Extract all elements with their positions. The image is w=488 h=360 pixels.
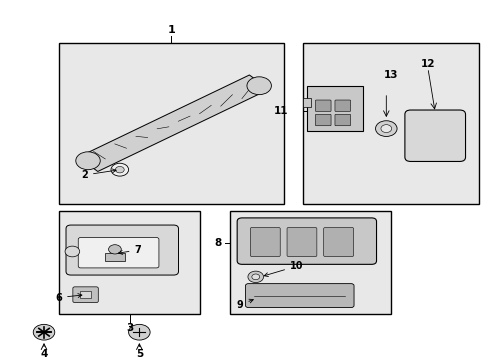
FancyBboxPatch shape	[306, 86, 363, 131]
FancyBboxPatch shape	[286, 228, 316, 256]
Bar	[59, 211, 200, 314]
Text: 4: 4	[40, 349, 48, 359]
Text: 1: 1	[167, 25, 175, 35]
Text: 6: 6	[55, 293, 81, 302]
Circle shape	[247, 271, 263, 283]
FancyBboxPatch shape	[315, 114, 330, 126]
FancyBboxPatch shape	[404, 110, 465, 162]
Circle shape	[251, 274, 259, 280]
Text: 9: 9	[236, 299, 253, 310]
FancyBboxPatch shape	[66, 225, 178, 275]
Text: 5: 5	[136, 349, 142, 359]
FancyBboxPatch shape	[323, 228, 353, 256]
Circle shape	[65, 246, 80, 257]
FancyBboxPatch shape	[237, 218, 376, 264]
Circle shape	[246, 77, 271, 95]
Text: 13: 13	[383, 70, 398, 80]
Bar	[229, 211, 390, 314]
Text: 12: 12	[420, 59, 434, 69]
Text: 2: 2	[81, 169, 116, 180]
Circle shape	[76, 152, 100, 170]
Circle shape	[111, 163, 128, 176]
FancyBboxPatch shape	[245, 284, 353, 307]
Bar	[80, 291, 91, 298]
Circle shape	[128, 324, 150, 340]
Bar	[303, 98, 310, 107]
FancyBboxPatch shape	[334, 114, 350, 126]
FancyBboxPatch shape	[315, 100, 330, 112]
Circle shape	[375, 121, 396, 136]
FancyBboxPatch shape	[334, 100, 350, 112]
Circle shape	[115, 166, 124, 173]
Polygon shape	[78, 75, 268, 171]
Text: 11: 11	[273, 106, 288, 116]
Text: 10: 10	[264, 261, 303, 276]
Circle shape	[108, 245, 121, 254]
Circle shape	[380, 125, 391, 132]
FancyBboxPatch shape	[78, 238, 159, 268]
Text: 7: 7	[118, 245, 141, 255]
Bar	[105, 253, 124, 261]
Bar	[59, 43, 283, 204]
Text: 3: 3	[126, 323, 133, 333]
Bar	[303, 43, 478, 204]
Text: 8: 8	[214, 238, 221, 248]
FancyBboxPatch shape	[250, 228, 280, 256]
Circle shape	[33, 324, 55, 340]
FancyBboxPatch shape	[73, 287, 98, 302]
